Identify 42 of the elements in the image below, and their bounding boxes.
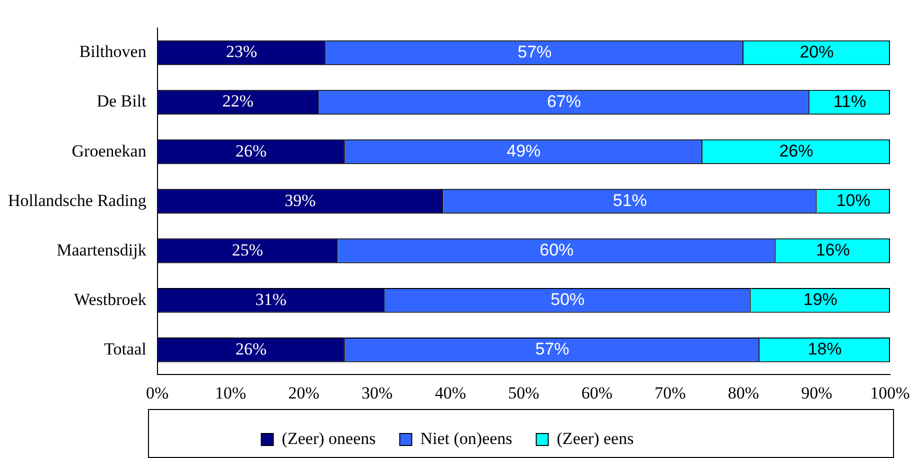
y-tick-label: De Bilt	[96, 92, 147, 111]
y-tick-label: Bilthoven	[79, 42, 147, 62]
x-tick-label: 20%	[288, 383, 320, 402]
legend-label: (Zeer) oneens	[282, 428, 376, 448]
data-label: 23%	[226, 42, 258, 62]
legend-label: (Zeer) eens	[556, 428, 634, 448]
y-tick-label: Totaal	[104, 339, 147, 358]
x-tick-label: 30%	[362, 383, 393, 402]
x-tick-label: 70%	[654, 383, 686, 402]
x-tick-label: 90%	[801, 383, 832, 402]
data-label: 22%	[222, 92, 254, 111]
legend-label: Niet (on)eens	[420, 428, 512, 448]
data-label: 25%	[232, 240, 264, 260]
x-tick-label: 100%	[870, 383, 910, 402]
x-tick-label: 50%	[508, 383, 540, 402]
y-tick-label: Maartensdijk	[56, 240, 147, 260]
x-tick-label: 60%	[581, 383, 613, 402]
y-tick-label: Hollandsche Rading	[8, 190, 147, 210]
data-label: 49%	[506, 141, 541, 160]
x-tick-label: 40%	[434, 383, 466, 402]
data-label: 11%	[833, 92, 866, 111]
data-label: 18%	[808, 340, 842, 359]
data-label: 26%	[236, 141, 267, 160]
data-label: 19%	[803, 290, 838, 310]
data-label: 60%	[540, 240, 574, 260]
y-tick-label: Westbroek	[74, 290, 147, 309]
data-label: 10%	[836, 190, 870, 210]
data-label: 57%	[518, 42, 552, 62]
data-label: 50%	[550, 290, 585, 310]
data-label: 51%	[612, 190, 647, 210]
data-label: 57%	[535, 340, 570, 359]
data-label: 16%	[816, 240, 850, 260]
data-label: 39%	[284, 190, 316, 210]
x-tick-label: 80%	[728, 383, 760, 402]
data-label: 31%	[255, 290, 286, 309]
data-label: 26%	[236, 339, 267, 358]
x-tick-label: 10%	[215, 383, 246, 402]
data-label: 20%	[800, 42, 834, 62]
y-tick-label: Groenekan	[72, 141, 147, 160]
x-tick-label: 0%	[146, 383, 169, 402]
data-label: 26%	[779, 141, 814, 160]
data-label: 67%	[546, 92, 581, 111]
